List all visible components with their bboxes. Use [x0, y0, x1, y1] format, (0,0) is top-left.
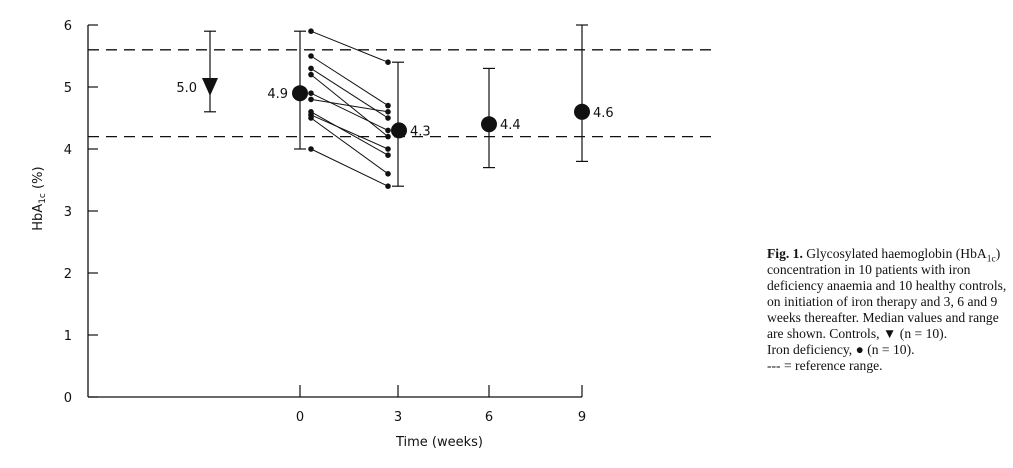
patient-point — [385, 152, 391, 158]
iron-median-marker — [391, 122, 407, 139]
caption-iron-text: Iron deficiency, — [767, 342, 856, 357]
patient-line — [310, 67, 389, 119]
y-tick-label: 2 — [64, 267, 72, 282]
patient-line — [310, 148, 389, 187]
patient-line — [310, 111, 389, 156]
caption-subscript: 1c — [986, 254, 996, 265]
triangle-down-icon: ▼ — [882, 326, 897, 341]
caption-text: ) concentration in 10 patients with iron… — [767, 246, 1007, 341]
median-label: 4.9 — [267, 87, 288, 102]
y-axis-label: HbA1c (%) — [31, 166, 48, 230]
iron-median-marker — [481, 116, 497, 133]
patient-point — [308, 71, 314, 78]
patient-point — [308, 146, 314, 152]
caption-iron-n: (n = 10). — [863, 342, 915, 357]
dashed-line-icon: --- — [767, 358, 784, 373]
median-label: 4.6 — [593, 106, 614, 121]
x-tick-label: 3 — [394, 410, 402, 425]
hba1c-chart: 0 1 2 3 4 5 6 0 3 6 9 5.0 4.9 4.3 4.4 4.6 Time (weeks)… — [31, 19, 712, 450]
patient-point — [308, 96, 314, 103]
patient-point — [308, 65, 314, 72]
patient-point — [385, 109, 391, 115]
patient-point — [308, 115, 314, 121]
caption-controls-n: (n = 10). — [896, 326, 948, 341]
circle-icon: ● — [855, 342, 864, 357]
iron-median-marker — [292, 85, 308, 102]
patient-line — [310, 114, 389, 150]
x-tick-label: 9 — [578, 410, 586, 425]
patient-point — [385, 115, 391, 121]
figure-caption: Fig. 1. Glycosylated haemoglobin (HbA1c)… — [767, 246, 1009, 374]
x-tick-label: 6 — [485, 410, 493, 425]
patient-line — [310, 117, 389, 175]
patient-line — [310, 98, 389, 113]
patient-point — [308, 90, 314, 96]
y-tick-label: 5 — [64, 81, 72, 96]
y-tick-label: 4 — [64, 143, 72, 158]
y-tick-label: 1 — [64, 329, 72, 344]
axes: 0 1 2 3 4 5 6 0 3 6 9 — [64, 19, 586, 425]
y-tick-label: 0 — [64, 391, 72, 406]
individual-patient-lines — [308, 28, 391, 189]
y-tick-label: 6 — [64, 19, 72, 34]
patient-point — [385, 183, 391, 189]
patient-point — [385, 133, 391, 140]
caption-figure-label: Fig. 1. — [767, 246, 803, 261]
median-markers — [202, 78, 590, 139]
median-label: 4.3 — [410, 124, 431, 139]
caption-text: Glycosylated haemoglobin (HbA — [802, 246, 987, 261]
patient-line — [310, 55, 389, 107]
median-labels: 5.0 4.9 4.3 4.4 4.6 — [176, 81, 613, 139]
patient-point — [385, 127, 391, 134]
patient-point — [385, 102, 391, 109]
patient-point — [308, 28, 314, 34]
patient-point — [385, 146, 391, 152]
patient-point — [385, 171, 391, 177]
control-median-marker — [202, 78, 218, 96]
patient-point — [385, 59, 391, 65]
patient-point — [308, 53, 314, 59]
patient-line — [310, 30, 389, 63]
iron-median-marker — [574, 103, 590, 120]
caption-reference-text: = reference range. — [783, 358, 883, 373]
median-label: 4.4 — [500, 118, 521, 133]
y-tick-label: 3 — [64, 205, 72, 220]
x-tick-label: 0 — [296, 410, 304, 425]
patient-line — [310, 92, 389, 131]
x-axis-label: Time (weeks) — [395, 435, 483, 450]
median-label: 5.0 — [176, 81, 197, 96]
